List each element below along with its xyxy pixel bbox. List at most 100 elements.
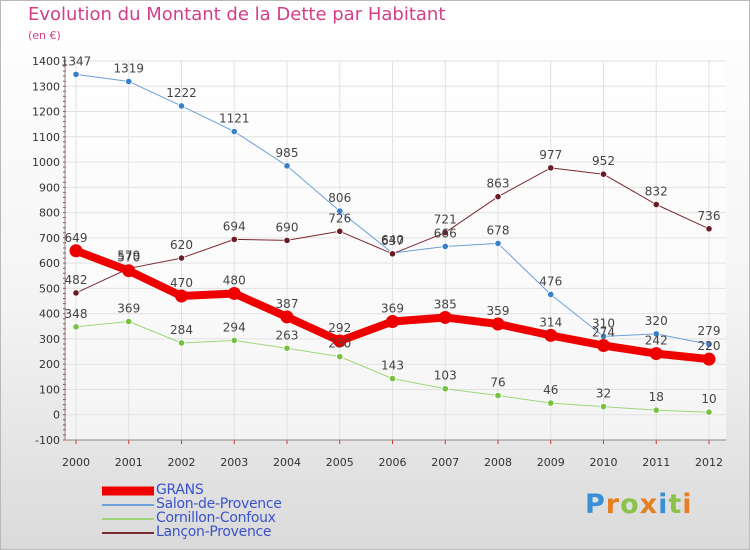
chart-title: Evolution du Montant de la Dette par Hab… <box>28 4 446 25</box>
data-point <box>333 334 347 348</box>
logo-letter: i <box>682 489 693 520</box>
data-label: 736 <box>698 209 721 223</box>
data-label: 76 <box>490 376 505 390</box>
data-point <box>336 207 344 215</box>
data-point <box>72 323 80 331</box>
data-point <box>388 375 397 383</box>
data-point <box>72 289 80 297</box>
y-tick-label: 200 <box>39 358 60 371</box>
y-tick-label: 600 <box>39 257 60 270</box>
data-point <box>494 193 502 201</box>
data-point <box>336 227 344 235</box>
data-point <box>175 289 188 303</box>
x-tick-label: 2002 <box>168 456 196 469</box>
data-label: 320 <box>645 314 668 328</box>
data-label: 314 <box>539 315 562 329</box>
data-point <box>230 127 238 136</box>
legend-item: Cornillon-Confoux <box>102 510 362 526</box>
y-tick-label: 1200 <box>32 106 60 119</box>
data-point <box>438 310 452 324</box>
data-label: 220 <box>698 339 721 353</box>
x-tick-label: 2012 <box>695 456 723 469</box>
x-tick-label: 2011 <box>642 456 670 469</box>
data-point <box>125 317 133 326</box>
data-label: 726 <box>328 211 351 225</box>
data-point <box>702 352 716 366</box>
data-point <box>547 399 555 407</box>
data-point <box>72 70 80 78</box>
data-point <box>125 77 133 86</box>
data-point <box>547 164 555 172</box>
legend-label: GRANS <box>156 482 204 498</box>
data-point <box>705 225 713 233</box>
data-label: 294 <box>223 320 246 334</box>
x-tick-label: 2009 <box>537 456 565 469</box>
data-point <box>441 242 449 251</box>
data-point <box>386 314 399 328</box>
legend-swatch <box>102 532 154 534</box>
legend-swatch <box>102 518 154 520</box>
logo-letter: P <box>585 489 606 520</box>
x-tick-label: 2008 <box>484 456 512 469</box>
data-point <box>547 290 555 299</box>
legend-item: GRANS <box>102 482 362 498</box>
data-label: 292 <box>328 321 351 335</box>
data-label: 369 <box>117 301 140 315</box>
logo-letter: t <box>668 489 683 520</box>
data-label: 1121 <box>219 111 250 125</box>
chart-legend: GRANS Salon-de-Provence Cornillon-Confoux L… <box>102 482 362 540</box>
data-point <box>705 408 713 416</box>
data-label: 952 <box>592 154 615 168</box>
data-point <box>283 344 291 352</box>
data-label: 1222 <box>166 86 197 100</box>
data-point <box>652 406 660 414</box>
data-point <box>283 162 291 170</box>
data-label: 1319 <box>113 61 144 75</box>
data-point <box>177 254 186 262</box>
logo-letter: x <box>639 489 659 520</box>
data-point <box>336 353 344 361</box>
data-label: 284 <box>170 323 193 337</box>
logo-letter: o <box>620 489 640 520</box>
data-label: 18 <box>649 390 664 404</box>
data-point <box>491 317 505 331</box>
data-point <box>544 328 558 342</box>
data-label: 348 <box>65 307 88 321</box>
data-point <box>122 264 136 278</box>
data-label: 977 <box>539 148 562 162</box>
x-tick-label: 2010 <box>590 456 618 469</box>
data-label: 10 <box>701 392 716 406</box>
data-label: 694 <box>223 219 246 233</box>
y-tick-label: 0 <box>53 409 60 422</box>
y-tick-label: -100 <box>35 434 60 447</box>
legend-item: Lançon-Provence <box>102 524 362 540</box>
data-point <box>652 330 660 338</box>
data-point <box>230 336 238 345</box>
data-label: 690 <box>276 220 299 234</box>
data-label: 143 <box>381 359 404 373</box>
x-tick-label: 2001 <box>115 456 143 469</box>
data-point <box>599 403 608 411</box>
data-label: 649 <box>65 231 88 245</box>
data-label: 678 <box>487 223 510 237</box>
data-label: 385 <box>434 297 457 311</box>
data-point <box>494 391 502 400</box>
data-point <box>177 102 186 110</box>
data-label: 482 <box>65 273 88 287</box>
y-tick-label: 500 <box>39 282 60 295</box>
data-label: 832 <box>645 185 668 199</box>
data-point <box>599 170 608 178</box>
data-label: 480 <box>223 273 246 287</box>
y-tick-label: 1300 <box>32 80 60 93</box>
data-point <box>283 236 291 244</box>
data-label: 985 <box>276 146 299 160</box>
legend-item: Salon-de-Provence <box>102 496 362 512</box>
y-tick-label: 400 <box>39 308 60 321</box>
y-tick-label: 100 <box>39 383 60 396</box>
y-tick-label: 300 <box>39 333 60 346</box>
y-tick-label: 700 <box>39 232 60 245</box>
data-label: 369 <box>381 301 404 315</box>
legend-swatch <box>102 486 154 496</box>
